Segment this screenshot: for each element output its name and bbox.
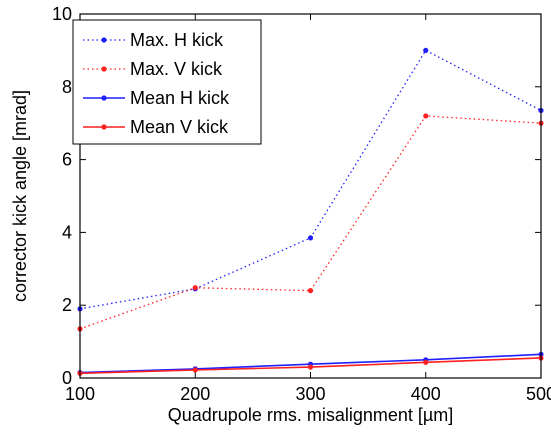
legend-marker <box>101 37 107 43</box>
series-1 <box>77 113 544 332</box>
legend: Max. H kick Max. V kick Mean H kick Mean V … <box>72 19 262 145</box>
series-line <box>79 49 542 310</box>
y-axis-label: corrector kick angle [mrad] <box>10 90 30 302</box>
legend-marker <box>101 95 107 101</box>
legend-marker <box>101 66 107 72</box>
data-point <box>423 113 429 119</box>
data-point <box>307 235 314 241</box>
y-tick-label: 2 <box>62 295 72 315</box>
x-tick-label: 100 <box>65 384 95 404</box>
y-tick-label: 0 <box>62 368 72 388</box>
plot-frame <box>79 13 542 379</box>
y-tick-label: 8 <box>62 77 72 97</box>
legend-label: Mean H kick <box>130 88 230 108</box>
data-point <box>423 359 429 365</box>
legend-label: Mean V kick <box>130 117 229 137</box>
data-point <box>307 364 314 370</box>
data-point <box>192 285 198 291</box>
legend-marker <box>101 124 107 130</box>
series-line <box>79 115 542 330</box>
legend-label: Max. V kick <box>130 59 223 79</box>
legend-label: Max. H kick <box>130 30 224 50</box>
x-tick-label: 400 <box>411 384 441 404</box>
x-axis-label: Quadrupole rms. misalignment [µm] <box>168 405 453 425</box>
x-tick-label: 500 <box>526 384 551 404</box>
x-tick-label: 200 <box>180 384 210 404</box>
data-point <box>423 47 429 54</box>
series-layer <box>77 47 544 376</box>
ticks-layer: 100 200 300 400 500 0 2 4 6 8 10 <box>52 4 551 404</box>
y-tick-label: 10 <box>52 4 72 24</box>
x-tick-label: 300 <box>295 384 325 404</box>
y-tick-label: 4 <box>62 222 72 242</box>
y-tick-label: 6 <box>62 150 72 170</box>
data-point <box>192 367 198 373</box>
data-point <box>307 288 314 294</box>
